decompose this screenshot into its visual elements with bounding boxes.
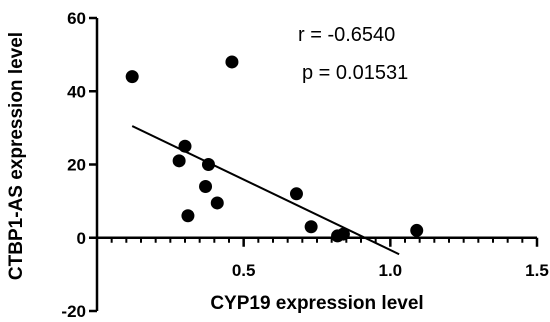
x-ticks: 0.5 1.0 1.5	[110, 237, 549, 280]
data-point	[336, 227, 350, 241]
x-axis-title: CYP19 expression level	[210, 293, 423, 314]
regression-line	[131, 125, 400, 256]
y-tick-label: 0	[77, 229, 86, 248]
data-point	[172, 154, 186, 168]
x-tick-label: 1.0	[379, 261, 403, 280]
r-annotation: r = -0.6540	[298, 24, 395, 46]
x-tick-label: 1.5	[525, 261, 549, 280]
y-ticks: -20 0 20 40 60	[61, 9, 97, 321]
y-tick-label: 20	[67, 156, 86, 175]
data-points	[125, 55, 424, 243]
data-point	[210, 196, 224, 210]
data-point	[178, 139, 192, 153]
y-tick-label: 40	[67, 82, 86, 101]
data-point	[125, 70, 139, 84]
data-point	[410, 223, 424, 237]
y-tick-label: 60	[67, 9, 86, 28]
x-tick-label: 0.5	[232, 261, 256, 280]
data-point	[181, 209, 195, 223]
y-axis-title: CTBP1-AS expression level	[6, 32, 27, 280]
data-point	[201, 158, 215, 171]
data-point	[225, 55, 239, 69]
data-point	[304, 220, 318, 234]
data-point	[289, 187, 303, 201]
p-annotation: p = 0.01531	[302, 62, 408, 84]
data-point	[199, 179, 213, 193]
y-tick-label: -20	[61, 302, 86, 321]
regression-group	[131, 125, 400, 256]
